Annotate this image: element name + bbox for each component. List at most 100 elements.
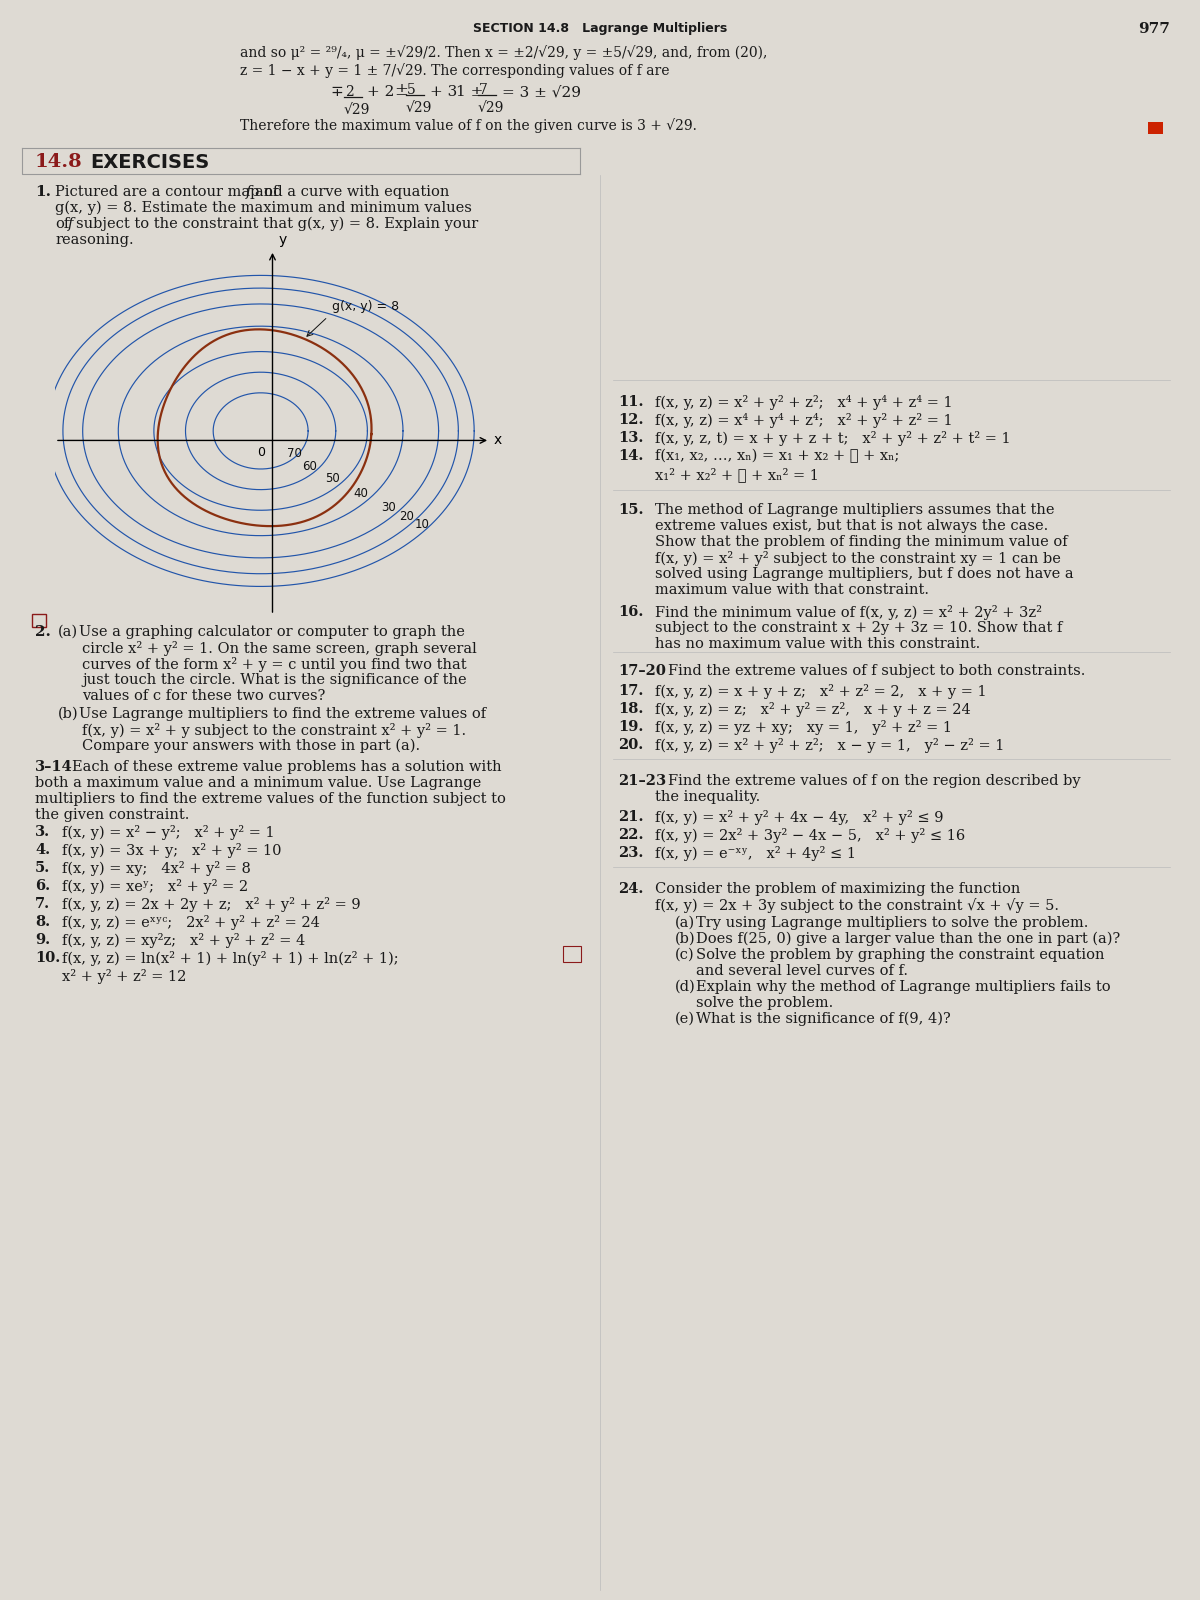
Text: Compare your answers with those in part (a).: Compare your answers with those in part … xyxy=(82,739,420,754)
Text: 20.: 20. xyxy=(618,738,643,752)
Text: Find the extreme values of f subject to both constraints.: Find the extreme values of f subject to … xyxy=(668,664,1085,678)
Text: just touch the circle. What is the significance of the: just touch the circle. What is the signi… xyxy=(82,674,467,686)
Text: Use Lagrange multipliers to find the extreme values of: Use Lagrange multipliers to find the ext… xyxy=(79,707,486,722)
Text: and a curve with equation: and a curve with equation xyxy=(256,186,449,198)
Text: Find the minimum value of f(x, y, z) = x² + 2y² + 3z²: Find the minimum value of f(x, y, z) = x… xyxy=(655,605,1042,619)
Text: 60: 60 xyxy=(302,459,317,472)
Text: 7: 7 xyxy=(479,83,488,98)
Text: f: f xyxy=(246,186,251,198)
Text: f(x, y, z) = z;   x² + y² = z²,   x + y + z = 24: f(x, y, z) = z; x² + y² = z², x + y + z … xyxy=(655,702,971,717)
Text: Explain why the method of Lagrange multipliers fails to: Explain why the method of Lagrange multi… xyxy=(696,979,1111,994)
Text: EXERCISES: EXERCISES xyxy=(90,154,209,171)
Text: 24.: 24. xyxy=(618,882,643,896)
Text: Therefore the maximum value of f on the given curve is 3 + √29.: Therefore the maximum value of f on the … xyxy=(240,118,697,133)
Text: 1.: 1. xyxy=(35,186,50,198)
Text: (e): (e) xyxy=(674,1013,695,1026)
Text: subject to the constraint x + 2y + 3z = 10. Show that f: subject to the constraint x + 2y + 3z = … xyxy=(655,621,1062,635)
Text: + 3: + 3 xyxy=(430,85,457,99)
Text: 8.: 8. xyxy=(35,915,50,930)
Text: circle x² + y² = 1. On the same screen, graph several: circle x² + y² = 1. On the same screen, … xyxy=(82,642,476,656)
Text: √29: √29 xyxy=(344,102,371,117)
Text: f(x, y, z) = x² + y² + z²;   x − y = 1,   y² − z² = 1: f(x, y, z) = x² + y² + z²; x − y = 1, y²… xyxy=(655,738,1004,754)
Text: f(x, y) = 3x + y;   x² + y² = 10: f(x, y) = 3x + y; x² + y² = 10 xyxy=(62,843,282,858)
Text: 20: 20 xyxy=(400,510,414,523)
Text: (c): (c) xyxy=(674,947,695,962)
Text: f(x, y, z) = xy²z;   x² + y² + z² = 4: f(x, y, z) = xy²z; x² + y² + z² = 4 xyxy=(62,933,305,947)
Text: f(x, y, z) = x + y + z;   x² + z² = 2,   x + y = 1: f(x, y, z) = x + y + z; x² + z² = 2, x +… xyxy=(655,685,986,699)
Text: Each of these extreme value problems has a solution with: Each of these extreme value problems has… xyxy=(72,760,502,774)
Bar xyxy=(563,946,581,962)
Text: What is the significance of f(9, 4)?: What is the significance of f(9, 4)? xyxy=(696,1013,950,1026)
Text: Find the extreme values of f on the region described by: Find the extreme values of f on the regi… xyxy=(668,774,1081,787)
Text: f(x, y, z) = x⁴ + y⁴ + z⁴;   x² + y² + z² = 1: f(x, y, z) = x⁴ + y⁴ + z⁴; x² + y² + z² … xyxy=(655,413,953,427)
Text: f(x, y) = x² − y²;   x² + y² = 1: f(x, y) = x² − y²; x² + y² = 1 xyxy=(62,826,275,840)
Text: values of c for these two curves?: values of c for these two curves? xyxy=(82,690,325,702)
Text: 10.: 10. xyxy=(35,950,60,965)
Text: 2.: 2. xyxy=(35,626,50,638)
Text: 13.: 13. xyxy=(618,430,643,445)
Text: g(x, y) = 8. Estimate the maximum and minimum values: g(x, y) = 8. Estimate the maximum and mi… xyxy=(55,202,472,216)
Text: 70: 70 xyxy=(287,448,301,461)
Text: 15.: 15. xyxy=(618,502,643,517)
Text: 2: 2 xyxy=(346,85,354,99)
Text: the given constraint.: the given constraint. xyxy=(35,808,190,822)
Text: ∓: ∓ xyxy=(330,85,343,99)
Text: 17–20: 17–20 xyxy=(618,664,666,678)
Text: solved using Lagrange multipliers, but f does not have a: solved using Lagrange multipliers, but f… xyxy=(655,566,1074,581)
Text: maximum value with that constraint.: maximum value with that constraint. xyxy=(655,582,929,597)
Text: Use a graphing calculator or computer to graph the: Use a graphing calculator or computer to… xyxy=(79,626,464,638)
Text: The method of Lagrange multipliers assumes that the: The method of Lagrange multipliers assum… xyxy=(655,502,1055,517)
Text: 7.: 7. xyxy=(35,898,50,910)
Text: f(x, y) = 2x² + 3y² − 4x − 5,   x² + y² ≤ 16: f(x, y) = 2x² + 3y² − 4x − 5, x² + y² ≤ … xyxy=(655,829,965,843)
Text: both a maximum value and a minimum value. Use Lagrange: both a maximum value and a minimum value… xyxy=(35,776,481,790)
Text: = 3 ± √29: = 3 ± √29 xyxy=(502,85,581,99)
Text: 0: 0 xyxy=(257,446,265,459)
Text: 14.: 14. xyxy=(618,450,643,462)
Text: multipliers to find the extreme values of the function subject to: multipliers to find the extreme values o… xyxy=(35,792,506,806)
Text: subject to the constraint that g(x, y) = 8. Explain your: subject to the constraint that g(x, y) =… xyxy=(76,218,479,232)
Text: 10: 10 xyxy=(414,518,430,531)
Text: 9.: 9. xyxy=(35,933,50,947)
Text: 17.: 17. xyxy=(618,685,643,698)
Text: Pictured are a contour map of: Pictured are a contour map of xyxy=(55,186,278,198)
Text: f(x, y, z) = x² + y² + z²;   x⁴ + y⁴ + z⁴ = 1: f(x, y, z) = x² + y² + z²; x⁴ + y⁴ + z⁴ … xyxy=(655,395,953,410)
Text: Does f(25, 0) give a larger value than the one in part (a)?: Does f(25, 0) give a larger value than t… xyxy=(696,931,1121,946)
Text: (b): (b) xyxy=(58,707,79,722)
Text: (d): (d) xyxy=(674,979,696,994)
Text: 19.: 19. xyxy=(618,720,643,734)
Text: and so μ² = ²⁹/₄, μ = ±√29/2. Then x = ±2/√29, y = ±5/√29, and, from (20),: and so μ² = ²⁹/₄, μ = ±√29/2. Then x = ±… xyxy=(240,45,767,59)
Text: 977: 977 xyxy=(1138,22,1170,35)
Text: 3–14: 3–14 xyxy=(35,760,73,774)
Text: SECTION 14.8   Lagrange Multipliers: SECTION 14.8 Lagrange Multipliers xyxy=(473,22,727,35)
Text: 11.: 11. xyxy=(618,395,643,410)
Text: 18.: 18. xyxy=(618,702,643,717)
Text: y: y xyxy=(278,234,287,246)
Text: solve the problem.: solve the problem. xyxy=(696,995,833,1010)
Text: 16.: 16. xyxy=(618,605,643,619)
Text: 3.: 3. xyxy=(35,826,50,838)
Text: 6.: 6. xyxy=(35,878,50,893)
Text: Solve the problem by graphing the constraint equation: Solve the problem by graphing the constr… xyxy=(696,947,1104,962)
Text: reasoning.: reasoning. xyxy=(55,234,133,246)
Text: 5: 5 xyxy=(407,83,415,98)
Text: f(x, y, z) = yz + xy;   xy = 1,   y² + z² = 1: f(x, y, z) = yz + xy; xy = 1, y² + z² = … xyxy=(655,720,952,734)
Text: z = 1 − x + y = 1 ± 7/√29. The corresponding values of f are: z = 1 − x + y = 1 ± 7/√29. The correspon… xyxy=(240,62,670,78)
Text: f(x, y) = x² + y² subject to the constraint xy = 1 can be: f(x, y) = x² + y² subject to the constra… xyxy=(655,550,1061,566)
Text: g(x, y) = 8: g(x, y) = 8 xyxy=(332,301,398,314)
Text: 23.: 23. xyxy=(618,846,643,861)
Text: Show that the problem of finding the minimum value of: Show that the problem of finding the min… xyxy=(655,534,1068,549)
Text: 22.: 22. xyxy=(618,829,643,842)
Text: + 2: + 2 xyxy=(367,85,395,99)
Bar xyxy=(1148,122,1163,134)
Text: 30: 30 xyxy=(382,501,396,514)
Text: f(x, y) = xeʸ;   x² + y² = 2: f(x, y) = xeʸ; x² + y² = 2 xyxy=(62,878,248,894)
Text: 1 ±: 1 ± xyxy=(456,85,484,99)
Text: f(x, y, z) = eˣʸᶜ;   2x² + y² + z² = 24: f(x, y, z) = eˣʸᶜ; 2x² + y² + z² = 24 xyxy=(62,915,320,930)
Text: 21.: 21. xyxy=(618,810,643,824)
Text: and several level curves of f.: and several level curves of f. xyxy=(696,963,908,978)
Text: f(x, y) = e⁻ˣʸ,   x² + 4y² ≤ 1: f(x, y) = e⁻ˣʸ, x² + 4y² ≤ 1 xyxy=(655,846,856,861)
Text: (a): (a) xyxy=(674,915,695,930)
Text: √29: √29 xyxy=(478,101,504,115)
Text: 40: 40 xyxy=(353,488,368,501)
Text: ±: ± xyxy=(394,82,408,99)
